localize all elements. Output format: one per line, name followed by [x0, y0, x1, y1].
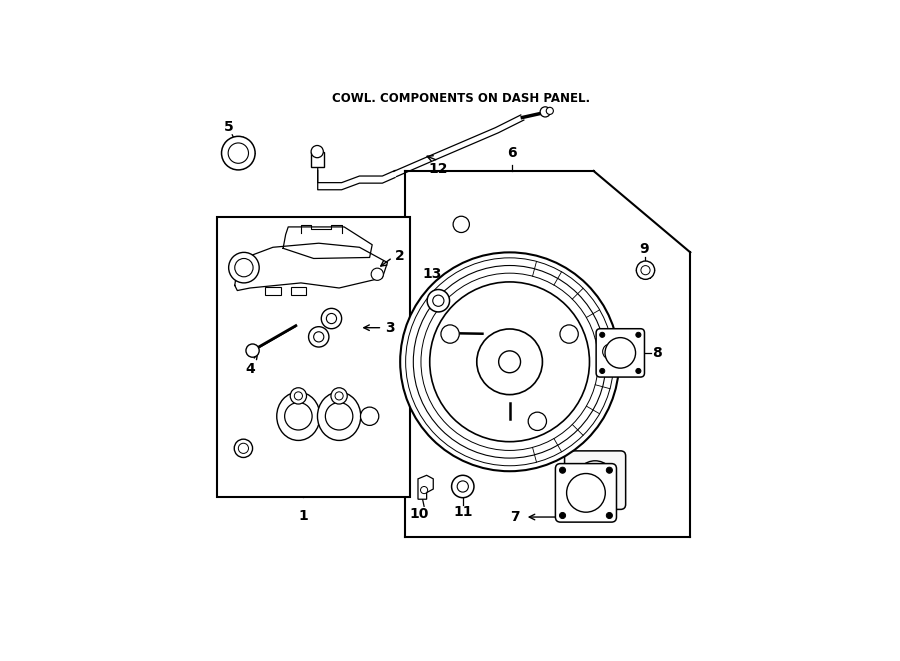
Text: 11: 11 [453, 505, 472, 520]
Polygon shape [418, 475, 433, 499]
Circle shape [636, 261, 654, 280]
Circle shape [607, 512, 612, 519]
Bar [217, 217, 410, 496]
Circle shape [238, 444, 248, 453]
Ellipse shape [318, 392, 361, 440]
Circle shape [603, 344, 618, 359]
Circle shape [429, 282, 590, 442]
Text: 8: 8 [652, 346, 662, 360]
Text: 4: 4 [245, 362, 255, 376]
Circle shape [477, 329, 543, 395]
Circle shape [605, 338, 635, 368]
Circle shape [309, 327, 328, 347]
Circle shape [635, 368, 641, 373]
Circle shape [371, 268, 383, 280]
Circle shape [433, 295, 444, 306]
Circle shape [235, 258, 253, 277]
Circle shape [294, 392, 302, 400]
Circle shape [560, 467, 565, 473]
Bar [291, 287, 306, 295]
FancyBboxPatch shape [596, 329, 644, 377]
Circle shape [290, 388, 307, 404]
Circle shape [540, 107, 550, 117]
Circle shape [327, 313, 337, 324]
Text: 12: 12 [428, 162, 448, 176]
Text: 9: 9 [640, 243, 649, 256]
FancyBboxPatch shape [555, 463, 616, 522]
Circle shape [228, 143, 248, 163]
FancyBboxPatch shape [564, 451, 625, 510]
Polygon shape [284, 227, 373, 258]
Circle shape [420, 486, 427, 494]
Circle shape [576, 461, 615, 500]
Circle shape [452, 475, 474, 498]
Circle shape [331, 388, 347, 404]
Text: 6: 6 [508, 145, 517, 160]
Circle shape [499, 351, 520, 373]
Text: 10: 10 [410, 507, 428, 521]
Circle shape [560, 512, 565, 519]
Circle shape [441, 325, 459, 343]
Circle shape [599, 368, 605, 373]
Circle shape [246, 344, 259, 357]
Circle shape [528, 412, 546, 430]
Polygon shape [235, 243, 387, 291]
Circle shape [221, 136, 255, 170]
Circle shape [599, 332, 605, 337]
Text: 1: 1 [299, 510, 309, 524]
Circle shape [313, 332, 324, 342]
Circle shape [361, 407, 379, 426]
Text: 13: 13 [423, 268, 442, 282]
Bar [311, 151, 324, 167]
Circle shape [457, 481, 468, 492]
Text: 7: 7 [510, 510, 520, 524]
Bar [601, 329, 619, 375]
Circle shape [229, 253, 259, 283]
Circle shape [607, 467, 612, 473]
Circle shape [641, 266, 650, 275]
Circle shape [321, 308, 342, 329]
Circle shape [635, 332, 641, 337]
Circle shape [546, 107, 554, 114]
Text: 5: 5 [224, 120, 233, 134]
Circle shape [428, 290, 449, 312]
Circle shape [567, 473, 606, 512]
Text: 2: 2 [395, 249, 405, 263]
Circle shape [284, 403, 312, 430]
Circle shape [413, 266, 606, 458]
Circle shape [453, 216, 470, 233]
Circle shape [335, 392, 343, 400]
Circle shape [400, 253, 619, 471]
Circle shape [326, 403, 353, 430]
Circle shape [560, 325, 579, 343]
Text: 3: 3 [385, 321, 394, 334]
Text: COWL. COMPONENTS ON DASH PANEL.: COWL. COMPONENTS ON DASH PANEL. [332, 92, 590, 105]
Circle shape [234, 439, 253, 457]
Circle shape [311, 145, 323, 158]
Bar [266, 287, 281, 295]
Circle shape [406, 258, 614, 466]
Circle shape [421, 273, 598, 450]
Ellipse shape [276, 392, 320, 440]
